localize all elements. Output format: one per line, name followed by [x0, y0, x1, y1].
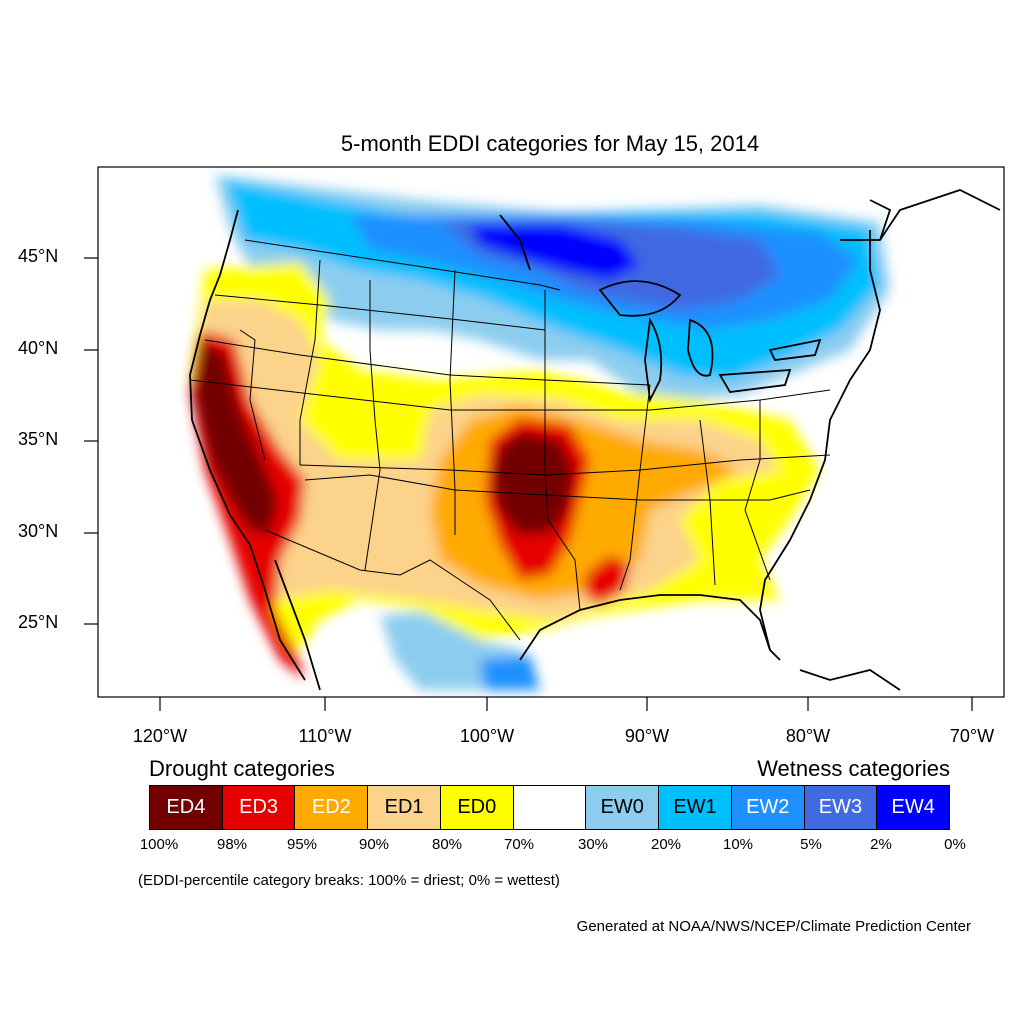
- legend-cell-ew1: EW1: [659, 786, 732, 829]
- lat-label-30: 30°N: [18, 521, 59, 541]
- break-label: 20%: [650, 836, 682, 853]
- legend-cell-ed1: ED1: [368, 786, 441, 829]
- map-frame: [97, 166, 1005, 698]
- break-label: 95%: [286, 836, 318, 853]
- drought-ed4-west: [195, 340, 278, 535]
- break-label: 90%: [358, 836, 390, 853]
- lon-label-110: 110°W: [298, 726, 352, 746]
- axis-ticks: [84, 257, 973, 711]
- lon-label-90: 90°W: [624, 726, 670, 746]
- legend-cell-ew2: EW2: [731, 786, 805, 829]
- break-label: 5%: [800, 836, 822, 853]
- lat-label-35: 35°N: [18, 429, 59, 449]
- breaks-note: (EDDI-percentile category breaks: 100% =…: [138, 872, 560, 889]
- legend-cell-ed4: ED4: [150, 786, 223, 829]
- break-label: 30%: [577, 836, 609, 853]
- legend-cell-ew3: EW3: [804, 786, 878, 829]
- legend-cell-ew4: EW4: [877, 786, 950, 829]
- break-label: 98%: [216, 836, 248, 853]
- lon-label-70: 70°W: [949, 726, 995, 746]
- map-field: [185, 175, 1001, 691]
- lon-label-80: 80°W: [785, 726, 831, 746]
- coastlines: [189, 189, 1001, 681]
- category-legend: ED4 ED3 ED2 ED1 ED0 EW0 EW1 EW2 EW3 EW4: [149, 785, 950, 830]
- wetness-categories-title: Wetness categories: [757, 756, 950, 781]
- break-label: 100%: [139, 836, 179, 853]
- lat-label-25: 25°N: [18, 612, 59, 632]
- map-title: 5-month EDDI categories for May 15, 2014: [340, 131, 760, 156]
- break-label: 2%: [870, 836, 892, 853]
- break-label: 70%: [503, 836, 535, 853]
- lon-label-120: 120°W: [132, 726, 188, 746]
- lat-label-40: 40°N: [18, 338, 59, 358]
- mexico-coast: [274, 559, 901, 691]
- legend-cell-ed0: ED0: [440, 786, 514, 829]
- lat-label-45: 45°N: [18, 246, 59, 266]
- wet-region-gulf: [480, 655, 540, 690]
- state-boundaries: [189, 239, 831, 641]
- break-label: 10%: [722, 836, 754, 853]
- drought-ed3-south: [585, 555, 630, 605]
- legend-cell-normal: [513, 786, 587, 829]
- credit-line: Generated at NOAA/NWS/NCEP/Climate Predi…: [576, 918, 971, 935]
- drought-ed4-central: [492, 432, 575, 535]
- legend-cell-ew0: EW0: [586, 786, 660, 829]
- break-label: 0%: [944, 836, 966, 853]
- lon-label-100: 100°W: [459, 726, 515, 746]
- wet-region-ew4: [470, 225, 640, 280]
- legend-cell-ed2: ED2: [295, 786, 369, 829]
- break-label: 80%: [431, 836, 463, 853]
- drought-categories-title: Drought categories: [149, 756, 335, 781]
- legend-cell-ed3: ED3: [222, 786, 296, 829]
